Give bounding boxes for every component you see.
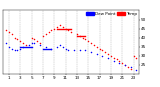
Point [64, 28, 67, 29]
Point [44, 33, 47, 35]
Point [19, 41, 21, 42]
Point [78, 50, 81, 51]
Point [104, 52, 107, 53]
Point [10, 48, 13, 49]
Point [25, 44, 27, 46]
Point [78, 35, 81, 37]
Point [98, 48, 101, 49]
Point [33, 42, 36, 44]
Point [8, 46, 10, 47]
Point [107, 53, 109, 55]
Point [5, 30, 7, 31]
Point [127, 66, 129, 67]
Point [50, 48, 53, 49]
Point [30, 42, 33, 44]
Point [67, 50, 70, 51]
Point [118, 62, 121, 64]
Point [70, 31, 72, 33]
Point [59, 44, 61, 46]
Point [87, 41, 89, 42]
Point [16, 39, 19, 40]
Point [95, 46, 98, 47]
Point [50, 30, 53, 31]
Point [107, 57, 109, 58]
Point [76, 33, 78, 35]
Point [61, 26, 64, 27]
Point [81, 37, 84, 38]
Point [56, 46, 58, 47]
Point [90, 52, 92, 53]
Point [36, 41, 39, 42]
Point [22, 42, 24, 44]
Point [10, 33, 13, 35]
Point [59, 24, 61, 26]
Point [129, 68, 132, 69]
Point [56, 26, 58, 27]
Point [53, 28, 56, 29]
Point [129, 66, 132, 67]
Point [44, 46, 47, 47]
Point [84, 39, 87, 40]
Point [101, 55, 104, 56]
Point [124, 64, 126, 66]
Point [93, 44, 95, 46]
Point [110, 55, 112, 56]
Point [13, 50, 16, 51]
Point [90, 42, 92, 44]
Point [112, 61, 115, 62]
Point [115, 59, 118, 60]
Point [33, 39, 36, 40]
Point [118, 61, 121, 62]
Point [124, 64, 126, 66]
Point [8, 31, 10, 33]
Point [101, 50, 104, 51]
Point [42, 35, 44, 37]
Point [135, 57, 138, 58]
Point [22, 46, 24, 47]
Point [132, 55, 135, 56]
Point [39, 42, 41, 44]
Point [5, 42, 7, 44]
Point [95, 53, 98, 55]
Point [19, 48, 21, 49]
Point [73, 50, 75, 51]
Point [13, 37, 16, 38]
Legend: Dew Point, Temp: Dew Point, Temp [86, 12, 137, 16]
Point [67, 30, 70, 31]
Point [84, 50, 87, 51]
Point [30, 37, 33, 38]
Point [135, 70, 138, 71]
Point [39, 44, 41, 46]
Point [112, 57, 115, 58]
Point [16, 50, 19, 51]
Point [64, 48, 67, 49]
Point [27, 44, 30, 46]
Point [121, 62, 124, 64]
Point [47, 31, 50, 33]
Point [61, 46, 64, 47]
